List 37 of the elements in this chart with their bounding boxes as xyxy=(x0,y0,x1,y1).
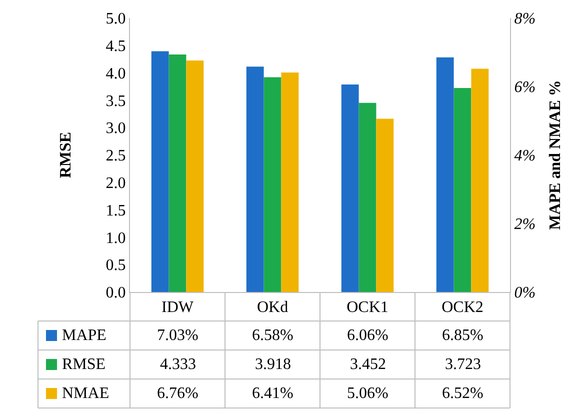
data-label: 3.723 xyxy=(445,356,481,373)
y-tick-label: 3.0 xyxy=(106,120,126,138)
y-axis-title: RMSE xyxy=(58,132,75,178)
data-label: 6.06% xyxy=(347,327,388,344)
data-label: 6.85% xyxy=(442,327,484,344)
data-label: 3.918 xyxy=(255,356,291,373)
y2-tick-label: 4% xyxy=(514,148,536,165)
data-label: 3.452 xyxy=(350,356,386,373)
y-tick-label: 0.0 xyxy=(106,284,126,302)
legend-label: NMAE xyxy=(62,385,110,402)
y-tick-label: 2.0 xyxy=(106,175,126,192)
x-tick-label: OCK2 xyxy=(442,299,484,316)
data-label: 6.41% xyxy=(252,385,294,402)
data-label: 6.52% xyxy=(442,385,484,402)
y-tick-label: 2.5 xyxy=(106,148,126,165)
y-tick-label: 1.0 xyxy=(106,230,126,247)
x-tick-label: IDW xyxy=(162,299,194,316)
y2-tick-label: 8% xyxy=(514,10,536,28)
y2-tick-label: 0% xyxy=(514,284,536,302)
data-label: 6.76% xyxy=(157,385,198,402)
x-tick-label: OCK1 xyxy=(346,299,388,316)
y-tick-label: 0.5 xyxy=(106,257,126,274)
y2-tick-label: 2% xyxy=(514,216,536,234)
y-tick-label: 3.5 xyxy=(106,92,126,110)
x-tick-label: OKd xyxy=(256,299,288,316)
y2-tick-label: 6% xyxy=(514,79,536,96)
y-tick-label: 5.0 xyxy=(106,10,126,28)
legend-label: MAPE xyxy=(62,327,106,344)
data-label: 4.333 xyxy=(160,356,196,373)
y-tick-label: 1.5 xyxy=(106,202,126,220)
data-label: 7.03% xyxy=(157,327,198,344)
y-tick-label: 4.0 xyxy=(106,65,126,82)
data-label: 6.58% xyxy=(252,327,294,344)
y2-axis-title: MAPE and NMAE % xyxy=(547,80,564,230)
y-tick-label: 4.5 xyxy=(106,38,126,55)
legend-label: RMSE xyxy=(62,356,106,373)
data-label: 5.06% xyxy=(347,385,388,402)
